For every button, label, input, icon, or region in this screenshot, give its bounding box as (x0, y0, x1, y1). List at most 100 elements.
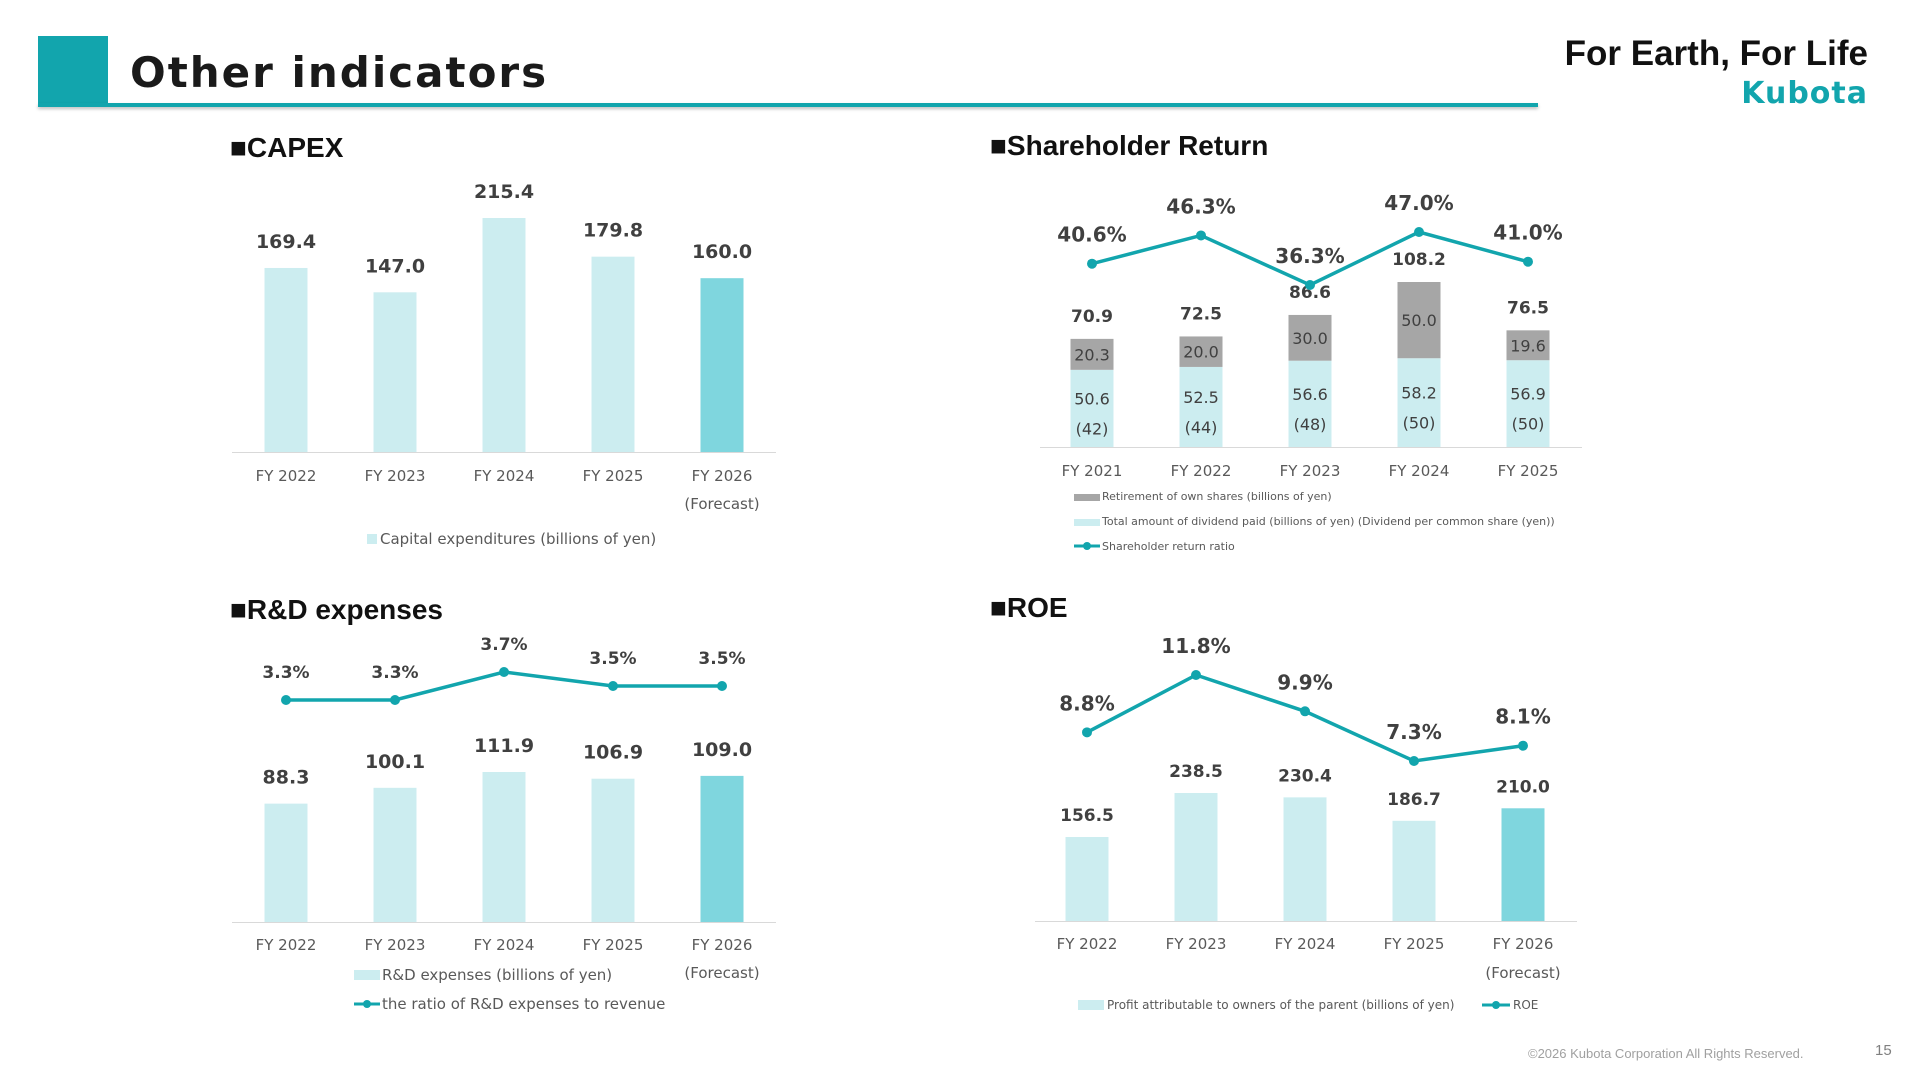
rnd-ratio-point (717, 681, 727, 691)
shareholder-ratio-point (1305, 280, 1315, 290)
capex-bar (373, 292, 417, 452)
dividend-bar (1506, 360, 1550, 447)
shareholder-ratio-label: 36.3% (1275, 244, 1344, 268)
section-title-capex: ■CAPEX (230, 132, 344, 163)
shareholder-ratio-label: 46.3% (1166, 194, 1235, 218)
rnd-bar-value-label: 109.0 (692, 739, 752, 761)
rnd-ratio-label: 3.5% (698, 649, 745, 669)
rnd-ratio-point (499, 667, 509, 677)
capex-bar (482, 218, 526, 452)
rnd-legend-swatch (354, 970, 380, 980)
roe-ratio-label: 8.1% (1495, 705, 1550, 729)
rnd-category-label: FY 2024 (474, 936, 535, 954)
roe-category-label: FY 2024 (1275, 935, 1336, 953)
shareholder-ratio-point (1196, 230, 1206, 241)
roe-ratio-label: 7.3% (1386, 720, 1441, 744)
roe-bar-value-label: 238.5 (1169, 762, 1223, 782)
total-return-label: 86.6 (1289, 283, 1331, 303)
roe-ratio-point (1409, 756, 1419, 766)
capex-bar-value-label: 215.4 (474, 181, 534, 203)
rnd-ratio-label: 3.3% (262, 663, 309, 683)
title-underline (38, 103, 1538, 107)
share-retirement-bar-label: 20.0 (1183, 343, 1219, 362)
rnd-category-label: FY 2026 (692, 936, 753, 954)
rnd-bar (591, 778, 635, 922)
roe-ratio-point (1300, 706, 1310, 717)
shareholder-legend-label-ratio: Shareholder return ratio (1102, 540, 1235, 553)
share-retirement-bar (1179, 336, 1223, 367)
total-return-label: 108.2 (1392, 250, 1446, 270)
capex-legend-swatch (367, 534, 377, 544)
dividend-per-share-label: (50) (1403, 414, 1436, 433)
shareholder-legend-label-retirement: Retirement of own shares (billions of ye… (1102, 490, 1332, 503)
capex-category-label: FY 2024 (474, 467, 535, 485)
roe-category-label: FY 2025 (1384, 935, 1445, 953)
shareholder-legend-label-dividend: Total amount of dividend paid (billions … (1101, 515, 1555, 528)
dividend-per-share-label: (50) (1512, 415, 1545, 434)
rnd-bar (264, 803, 308, 922)
rnd-ratio-point (608, 681, 618, 691)
capex-bar (700, 278, 744, 452)
rnd-legend-marker (363, 1000, 371, 1008)
capex-bar (264, 267, 308, 452)
capex-legend-label: Capital expenditures (billions of yen) (380, 530, 656, 548)
shareholder-ratio-point (1523, 256, 1533, 267)
roe-ratio-label: 11.8% (1161, 634, 1230, 658)
roe-bar-value-label: 186.7 (1387, 790, 1441, 810)
dividend-bar (1179, 366, 1223, 447)
roe-category-label: FY 2026 (1493, 935, 1554, 953)
roe-bar-value-label: 210.0 (1496, 777, 1550, 797)
rnd-category-label: FY 2022 (256, 936, 317, 954)
total-return-label: 72.5 (1180, 304, 1222, 324)
shareholder-legend-marker (1083, 542, 1091, 550)
brand-tagline: For Earth, For Life (1564, 34, 1868, 73)
roe-category-label: FY 2023 (1166, 935, 1227, 953)
rnd-ratio-point (281, 695, 291, 705)
kubota-logo: Kubota (1741, 76, 1868, 111)
roe-category-sublabel: (Forecast) (1485, 964, 1560, 982)
capex-category-label: FY 2023 (365, 467, 426, 485)
dividend-bar-label: 58.2 (1401, 384, 1437, 403)
roe-legend-label-profit: Profit attributable to owners of the par… (1107, 998, 1454, 1012)
dividend-per-share-label: (44) (1185, 418, 1218, 437)
share-retirement-bar (1070, 338, 1114, 370)
page-title: Other indicators (130, 48, 549, 97)
dividend-bar-label: 50.6 (1074, 389, 1110, 408)
roe-bar-value-label: 230.4 (1278, 766, 1332, 786)
shareholder-category-label: FY 2024 (1389, 462, 1450, 480)
rnd-bar-value-label: 88.3 (263, 767, 310, 789)
capex-bar-value-label: 169.4 (256, 231, 316, 253)
share-retirement-bar (1288, 314, 1332, 361)
capex-bar-value-label: 160.0 (692, 241, 752, 263)
rnd-ratio-point (390, 695, 400, 705)
slide-header: Other indicators For Earth, For Life Kub… (0, 0, 1920, 111)
roe-legend-marker (1492, 1001, 1500, 1009)
roe-bar (1174, 793, 1218, 921)
roe-bar (1065, 837, 1109, 921)
roe-bar (1501, 808, 1545, 921)
rnd-ratio-label: 3.3% (371, 663, 418, 683)
rnd-category-label: FY 2025 (583, 936, 644, 954)
dividend-bar (1288, 360, 1332, 447)
dividend-bar-label: 52.5 (1183, 388, 1219, 407)
roe-legend-swatch (1078, 1000, 1104, 1010)
section-title-shareholder-return: ■Shareholder Return (990, 130, 1269, 161)
share-retirement-bar (1506, 330, 1550, 361)
total-return-label: 76.5 (1507, 298, 1549, 318)
roe-ratio-point (1518, 740, 1528, 751)
capex-bar-value-label: 147.0 (365, 255, 425, 277)
dividend-bar (1070, 369, 1114, 447)
capex-bar-value-label: 179.8 (583, 220, 643, 242)
roe-ratio-point (1191, 670, 1201, 680)
roe-bar (1392, 820, 1436, 921)
roe-ratio-point (1082, 727, 1092, 738)
rnd-legend-label-ratio: the ratio of R&D expenses to revenue (382, 995, 665, 1013)
rnd-bar (700, 775, 744, 922)
rnd-bar-value-label: 106.9 (583, 742, 643, 764)
section-title-roe: ■ROE (990, 592, 1068, 623)
dividend-bar (1397, 358, 1441, 447)
roe-bar (1283, 797, 1327, 921)
share-retirement-bar-label: 30.0 (1292, 329, 1328, 348)
shareholder-category-label: FY 2025 (1498, 462, 1559, 480)
